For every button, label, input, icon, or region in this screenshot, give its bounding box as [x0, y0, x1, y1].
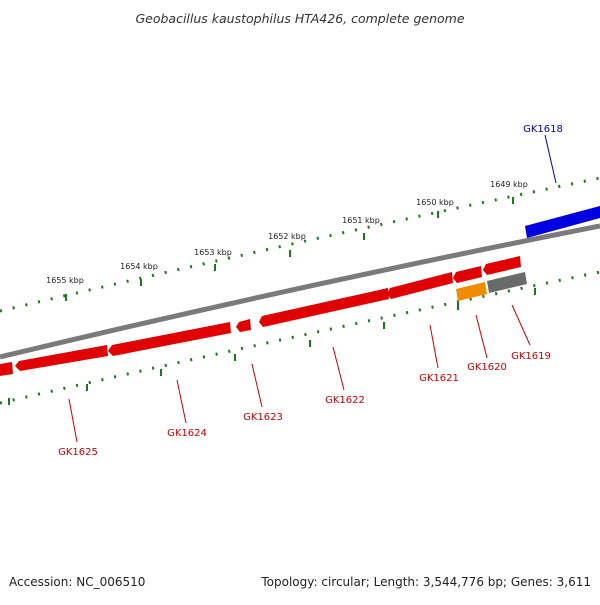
gene-gk1619-red[interactable] — [483, 256, 521, 275]
gene-gk1622[interactable] — [259, 288, 389, 327]
tick-label-1652: 1652 kbp — [268, 232, 306, 241]
gene-gk1619[interactable] — [487, 272, 527, 293]
gene-label-gk1621[interactable]: GK1621 — [419, 373, 459, 384]
gene-label-gk1620[interactable]: GK1620 — [467, 362, 507, 373]
major-tick — [214, 264, 216, 271]
gene-label-gk1624[interactable]: GK1624 — [167, 428, 207, 439]
major-tick — [534, 288, 536, 295]
leader-gk1622 — [332, 346, 345, 391]
tick-label-1655: 1655 kbp — [46, 276, 84, 285]
major-tick — [457, 303, 459, 310]
gene-label-gk1619[interactable]: GK1619 — [511, 351, 551, 362]
major-tick — [437, 211, 439, 218]
major-tick — [86, 384, 88, 391]
gene-label-gk1625[interactable]: GK1625 — [58, 447, 98, 458]
major-tick — [512, 197, 514, 204]
tick-label-1650: 1650 kbp — [416, 198, 454, 207]
major-tick — [140, 279, 142, 286]
genome-backbone — [0, 223, 600, 360]
tick-labels: 1649 kbp 1650 kbp 1651 kbp 1652 kbp 1653… — [46, 180, 528, 285]
tick-label-1654: 1654 kbp — [120, 262, 158, 271]
label-leaders — [68, 134, 557, 443]
gene-labels: GK1618 GK1619 GK1620 GK1621 GK1622 GK162… — [58, 124, 563, 458]
gene-left-partial[interactable] — [0, 362, 13, 376]
gene-gk1624[interactable] — [108, 322, 231, 356]
gene-gk1618[interactable] — [525, 206, 600, 238]
tick-label-1651: 1651 kbp — [342, 216, 380, 225]
major-tick — [289, 250, 291, 257]
major-tick — [234, 354, 236, 361]
map-title: Geobacillus kaustophilus HTA426, complet… — [135, 11, 464, 26]
leader-gk1624 — [176, 379, 187, 424]
major-tick — [363, 233, 365, 240]
major-tick — [8, 398, 10, 405]
leader-gk1623 — [251, 363, 263, 408]
major-tick — [309, 340, 311, 347]
accession-text: Accession: NC_006510 — [9, 575, 145, 589]
gene-gk1625[interactable] — [15, 345, 108, 371]
gene-gk1620-red[interactable] — [453, 266, 482, 283]
leader-gk1625 — [68, 398, 78, 443]
leader-gk1620 — [475, 314, 488, 359]
gene-label-gk1622[interactable]: GK1622 — [325, 395, 365, 406]
major-tick — [65, 294, 67, 301]
major-tick — [160, 369, 162, 376]
tick-label-1653: 1653 kbp — [194, 248, 232, 257]
leader-gk1621 — [429, 324, 439, 369]
major-tick — [383, 322, 385, 329]
gene-gk1620[interactable] — [456, 282, 487, 301]
genome-summary-text: Topology: circular; Length: 3,544,776 bp… — [260, 575, 591, 589]
leader-gk1618 — [544, 134, 557, 184]
gene-label-gk1618[interactable]: GK1618 — [523, 124, 563, 135]
major-ticks — [65, 197, 514, 301]
tick-label-1649: 1649 kbp — [490, 180, 528, 189]
inner-major-ticks — [8, 288, 536, 405]
gene-label-gk1623[interactable]: GK1623 — [243, 412, 283, 423]
gene-gk1621[interactable] — [387, 272, 453, 299]
leader-gk1619 — [511, 304, 531, 346]
gene-gk1623[interactable] — [236, 319, 251, 332]
